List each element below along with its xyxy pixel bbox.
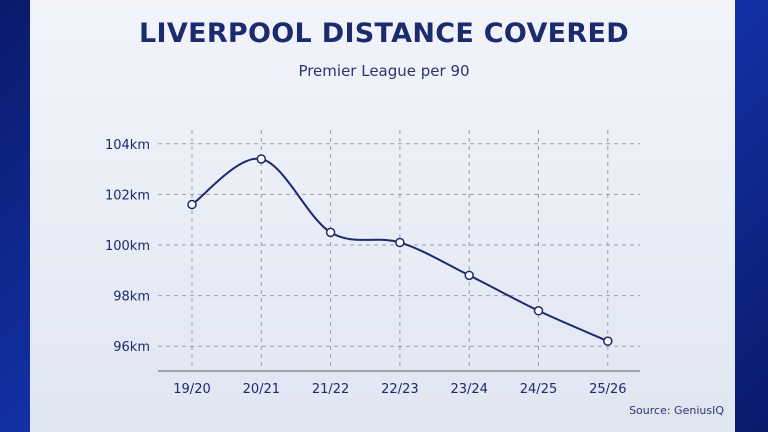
x-tick-label: 23/24	[450, 382, 487, 397]
y-tick-label: 104km	[105, 138, 150, 153]
data-point	[395, 237, 405, 248]
chart-title: LIVERPOOL DISTANCE COVERED	[139, 18, 629, 49]
y-tick-label: 98km	[113, 290, 150, 305]
data-point	[187, 199, 197, 210]
chart-subtitle: Premier League per 90	[298, 62, 470, 80]
y-tick-label: 100km	[105, 239, 150, 254]
data-point	[256, 154, 267, 164]
data-point	[603, 336, 613, 346]
source-label: Source: GeniusIQ	[629, 404, 724, 417]
y-tick-label: 96km	[113, 340, 150, 355]
x-tick-label: 22/23	[381, 382, 418, 397]
data-point	[325, 227, 336, 238]
x-tick-label: 20/21	[243, 382, 280, 397]
x-tick-label: 24/25	[520, 382, 557, 397]
x-tick-label: 21/22	[312, 382, 349, 397]
data-point	[533, 306, 544, 316]
data-point	[464, 270, 474, 281]
x-tick-label: 19/20	[173, 382, 210, 397]
chart-panel	[30, 0, 735, 432]
x-tick-label: 25/26	[589, 382, 626, 397]
y-tick-label: 102km	[105, 188, 150, 203]
